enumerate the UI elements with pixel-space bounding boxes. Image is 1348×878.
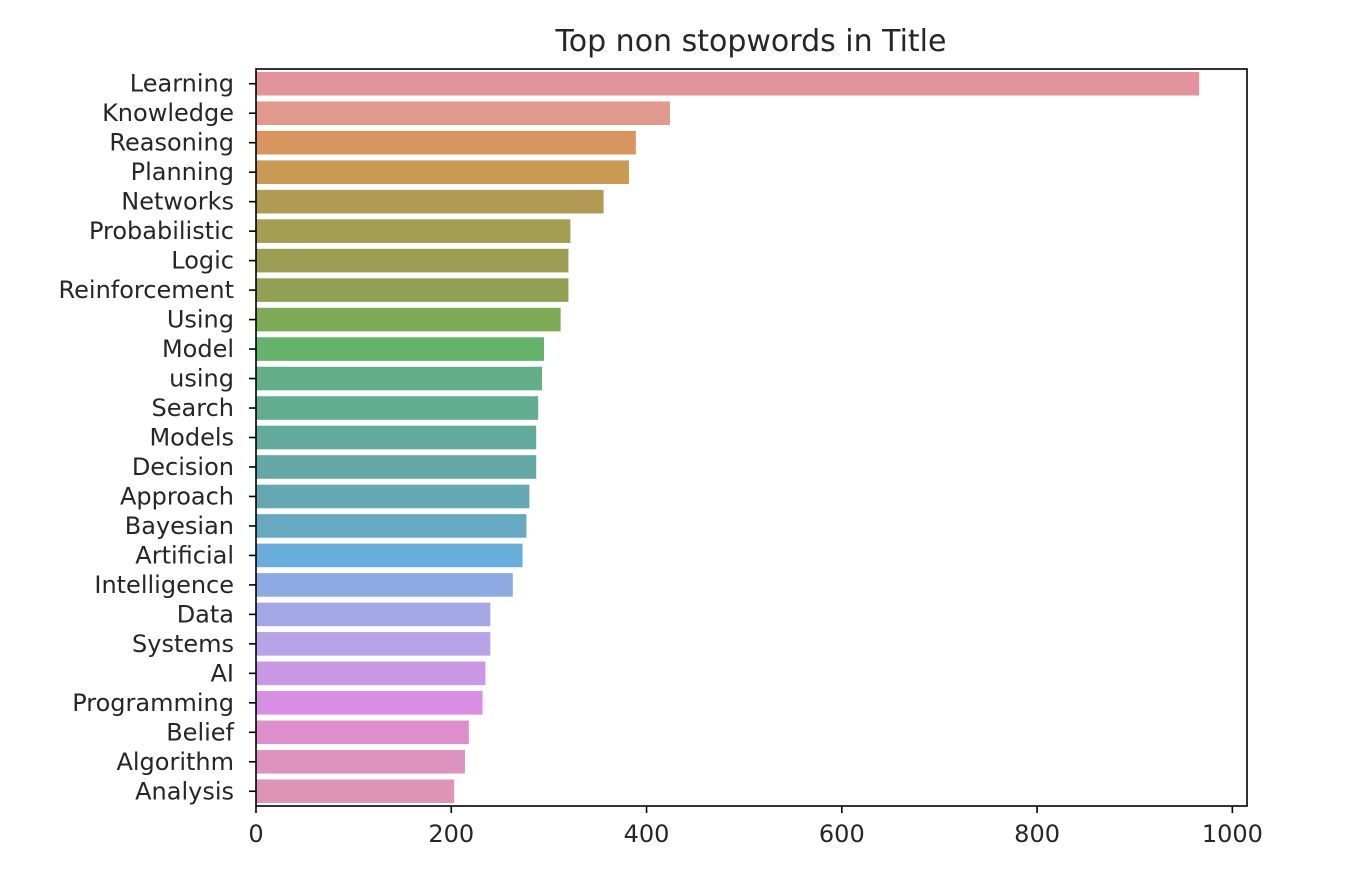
bar-search: [256, 396, 539, 420]
x-axis: 0 200 400 600 800 1000: [248, 806, 1263, 848]
y-tick-label: Probabilistic: [89, 217, 234, 245]
y-tick-label: Learning: [130, 70, 234, 98]
y-tick-label: Decision: [132, 453, 234, 481]
bar-artificial: [256, 543, 523, 568]
bar-reinforcement: [256, 278, 569, 302]
bar-approach: [256, 484, 530, 509]
bar-decision: [256, 455, 537, 479]
y-tick-label: Intelligence: [94, 571, 234, 599]
x-tick-label: 800: [1014, 820, 1060, 848]
y-tick-label: Reinforcement: [59, 276, 234, 304]
bar-programming: [256, 691, 483, 715]
y-tick-label: Models: [149, 424, 234, 452]
bar-using: [256, 307, 561, 332]
bar-belief: [256, 720, 469, 745]
bar-data: [256, 602, 491, 627]
y-tick-label: Programming: [72, 689, 234, 717]
y-tick-label: Approach: [120, 482, 234, 510]
bar-using: [256, 366, 543, 391]
bar-models: [256, 425, 537, 450]
bar-analysis: [256, 779, 455, 804]
y-tick-label: Planning: [131, 158, 234, 186]
bar-ai: [256, 661, 486, 686]
plot-frame: [255, 68, 1248, 807]
y-tick-label: AI: [211, 659, 235, 687]
y-tick-label: using: [169, 365, 234, 393]
y-tick-label: Reasoning: [109, 129, 234, 157]
bar-planning: [256, 160, 629, 184]
bar-model: [256, 337, 545, 361]
y-tick-label: Model: [162, 335, 234, 363]
x-tick-label: 200: [428, 820, 474, 848]
bar-intelligence: [256, 573, 513, 597]
bar-reasoning: [256, 130, 636, 155]
x-tick-label: 600: [819, 820, 865, 848]
y-axis: LearningKnowledgeReasoningPlanningNetwor…: [59, 70, 256, 805]
bars-layer: [256, 71, 1200, 804]
y-tick-label: Systems: [132, 630, 234, 658]
chart-title: Top non stopwords in Title: [555, 24, 947, 59]
y-tick-label: Analysis: [135, 777, 234, 805]
bar-systems: [256, 632, 491, 656]
y-tick-label: Search: [152, 394, 234, 422]
y-tick-label: Knowledge: [102, 99, 234, 127]
y-tick-label: Artificial: [135, 541, 234, 569]
y-tick-label: Algorithm: [116, 748, 234, 776]
y-tick-label: Bayesian: [125, 512, 234, 540]
y-tick-label: Networks: [121, 188, 234, 216]
x-tick-label: 0: [248, 820, 263, 848]
x-tick-label: 400: [624, 820, 670, 848]
bar-algorithm: [256, 749, 465, 774]
bar-knowledge: [256, 101, 670, 126]
y-tick-label: Belief: [166, 718, 234, 746]
y-tick-label: Data: [177, 600, 234, 628]
bar-logic: [256, 248, 569, 273]
bar-bayesian: [256, 514, 527, 538]
bar-networks: [256, 189, 604, 214]
x-tick-label: 1000: [1202, 820, 1263, 848]
bar-probabilistic: [256, 219, 571, 243]
y-tick-label: Using: [167, 306, 234, 334]
y-tick-label: Logic: [171, 247, 234, 275]
bar-learning: [256, 71, 1200, 96]
